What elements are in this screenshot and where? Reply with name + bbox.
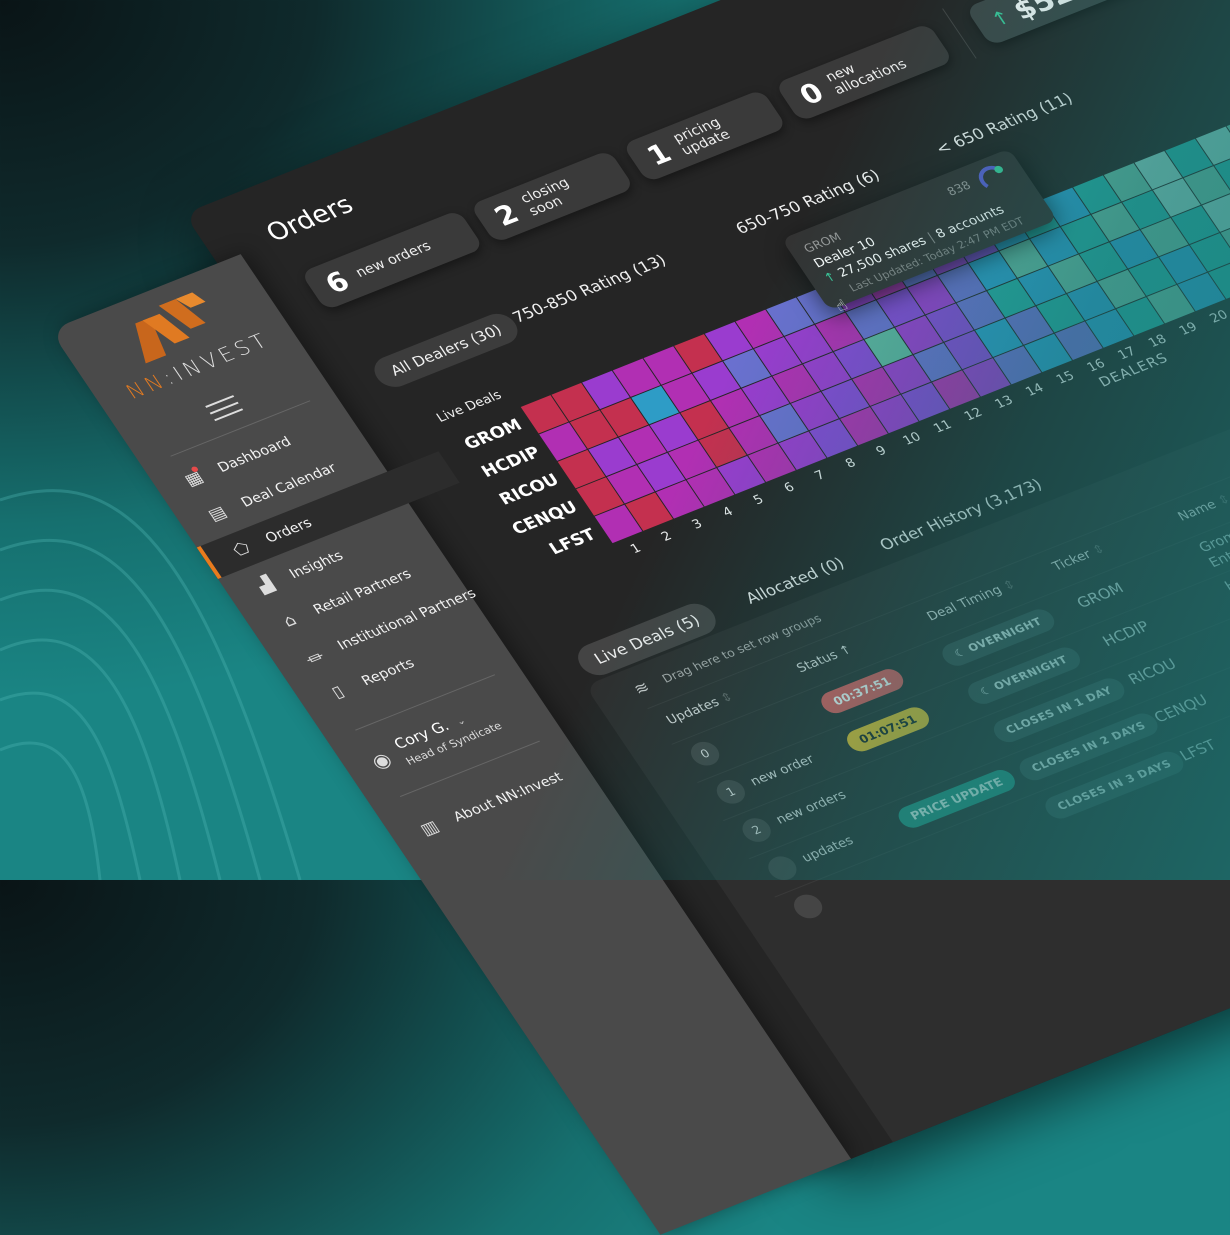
sidebar-item-label: Insights [286,548,347,582]
tooltip-score: 838 [944,178,974,199]
updates-count-badge [763,852,802,884]
ticker-cell[interactable]: RICOU [1124,655,1180,688]
updates-count-badge: 0 [685,738,725,770]
updates-count-badge: 1 [711,776,751,808]
column-header-deal-timing[interactable]: Deal Timing ⇕ [924,577,1019,625]
sidebar-item-label: About NN:Invest [450,769,566,826]
ticker-cell[interactable]: GROM [1073,579,1127,612]
ticker-cell[interactable]: HCDIP [1099,617,1153,650]
layers-icon: ≋ [629,677,654,699]
status-badge: 01:07:51 [842,703,934,755]
rating-gauge-icon [978,165,1003,188]
sidebar-item-label: Reports [358,655,418,689]
user-avatar-icon: ◉ [366,747,397,774]
calendar-icon: ▤ [204,502,231,526]
chip-count: 0 [793,76,830,111]
updates-count-badge [788,890,828,923]
chip-count: 6 [318,264,356,300]
updates-text: new orders [773,788,850,828]
bank-icon: ⏛ [301,647,329,671]
column-header-ticker[interactable]: Ticker ⇕ [1049,541,1109,575]
column-header-name[interactable]: Name ⇕ [1175,492,1230,525]
updates-text: updates [799,833,857,866]
chevron-down-icon: ⌄ [454,715,469,728]
dashboard-icon: ▦ [178,465,210,492]
status-badge: 00:37:51 [816,665,908,717]
ticker-cell[interactable]: LFST [1176,736,1220,765]
updates-count-badge: 2 [737,814,776,846]
building-icon: ▥ [416,817,443,840]
tag-icon: ⬠ [229,538,255,561]
sidebar-item-label: Orders [262,515,316,547]
name-cell: Ha D [1221,573,1230,595]
ticker-cell[interactable]: CENQU [1150,691,1211,727]
user-menu[interactable]: ◉ Cory G. ⌄ Head of Syndicate [363,700,505,780]
hamburger-menu-icon[interactable] [202,390,247,426]
report-icon: ▯ [328,682,349,703]
chip-count: 1 [640,136,678,172]
chart-icon: ▟ [254,574,278,596]
store-icon: ⌂ [279,610,301,632]
column-header-status[interactable]: Status ↑ [794,642,856,676]
chip-label: pricing update [670,115,734,159]
name-cell: Grom S Enter [1196,528,1230,571]
arrow-up-icon: ↑ [986,5,1016,32]
chip-label: closing soon [517,175,573,220]
chip-count: 2 [488,197,525,233]
